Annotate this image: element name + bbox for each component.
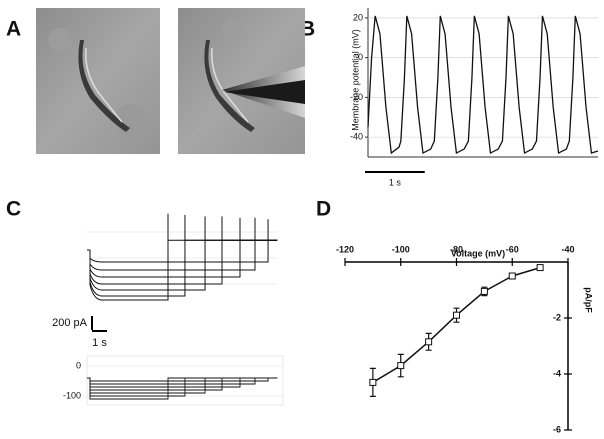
point [536, 264, 544, 272]
current-trace [87, 215, 278, 297]
point [425, 338, 433, 346]
panel-label: A [6, 18, 21, 41]
scale-bar-label: 200 pA [52, 317, 88, 329]
scale-bar-label: 1 s [389, 177, 402, 187]
micrograph [36, 8, 160, 154]
point [397, 362, 405, 370]
point [453, 311, 460, 319]
panel-label: C [6, 198, 21, 221]
current-trace [87, 217, 278, 278]
y-tick-label: 0 [358, 52, 363, 62]
current-trace [87, 216, 278, 285]
y-axis-label: pA/pF [584, 287, 594, 313]
y-tick-label: -2 [553, 312, 561, 322]
x-tick-label: -100 [392, 244, 410, 254]
x-tick-label: -120 [336, 244, 354, 254]
x-tick-label: -60 [506, 244, 519, 254]
panel-label: D [316, 198, 331, 221]
point [369, 378, 377, 386]
voltage-step [87, 377, 278, 388]
y-tick-label: -20 [350, 92, 363, 102]
current-trace [87, 219, 278, 263]
voltage-step [87, 377, 278, 394]
trace [367, 15, 599, 155]
y-tick-label: 0 [76, 360, 81, 370]
point [480, 287, 488, 295]
y-tick-label: -4 [553, 368, 561, 378]
x-tick-label: -80 [450, 244, 463, 254]
voltage-step [87, 377, 278, 382]
plot-frame [86, 355, 284, 406]
current-trace [87, 216, 278, 291]
current-trace [87, 213, 278, 301]
scale-bar-label: 1 s [92, 337, 107, 349]
y-tick-label: -100 [63, 390, 81, 400]
micrograph [178, 8, 305, 154]
current-trace [87, 217, 278, 271]
point [508, 272, 516, 280]
x-tick-label: -40 [561, 244, 574, 254]
y-tick-label: -6 [553, 424, 561, 434]
y-axis-label: Membrane potential (mV) [350, 29, 360, 131]
y-tick-label: 20 [353, 12, 363, 22]
x-axis-label: Voltage (mV) [451, 248, 505, 258]
y-tick-label: -40 [350, 132, 363, 142]
